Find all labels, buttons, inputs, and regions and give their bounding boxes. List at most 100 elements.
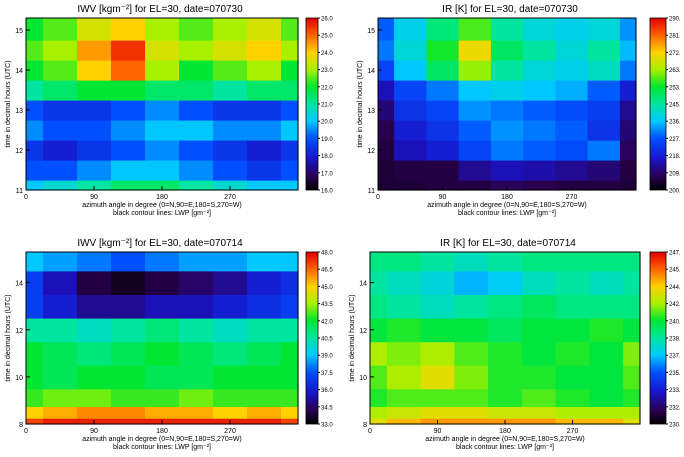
heatmap-cell xyxy=(111,40,146,61)
heatmap-cell xyxy=(145,140,180,161)
heatmap-cell xyxy=(394,100,427,121)
colorbar-tick-label: 247. xyxy=(669,251,681,257)
heatmap-cell xyxy=(145,365,180,390)
y-tick-label: 14 xyxy=(15,281,23,288)
heatmap-cell xyxy=(619,140,637,161)
heatmap-cell xyxy=(521,406,557,419)
heatmap-cell xyxy=(454,270,489,295)
heatmap-cell xyxy=(145,318,180,343)
heatmap-cells xyxy=(378,18,637,191)
heatmap-cell xyxy=(43,418,78,425)
heatmap-cell xyxy=(555,388,590,407)
heatmap-cell xyxy=(247,180,282,191)
x-tick-label: 270 xyxy=(224,194,236,201)
heatmap-cell xyxy=(523,40,556,61)
heatmap-cell xyxy=(386,252,422,272)
heatmap-cell xyxy=(281,365,299,390)
heatmap-cell xyxy=(623,388,641,407)
heatmap-cell xyxy=(589,406,624,419)
heatmap-cell xyxy=(77,18,112,41)
heatmap-cell xyxy=(247,120,282,141)
heatmap-cell xyxy=(77,180,112,191)
colorbar-tick-label: 46.5 xyxy=(321,268,333,274)
heatmap-cell xyxy=(521,341,557,366)
y-tick-label: 12 xyxy=(15,328,23,335)
heatmap-cell xyxy=(378,120,395,141)
heatmap-cell xyxy=(490,80,524,101)
heatmap-cell xyxy=(488,388,523,407)
heatmap-cells xyxy=(26,18,299,191)
y-tick-label: 13 xyxy=(15,108,23,115)
heatmap-cell xyxy=(145,341,180,366)
heatmap-cell xyxy=(213,294,248,319)
heatmap-cell xyxy=(26,120,44,141)
heatmap-cell xyxy=(623,318,641,343)
heatmap-cell xyxy=(370,388,388,407)
colorbar-tick-label: 236. xyxy=(669,120,681,126)
heatmap-cell xyxy=(426,160,460,181)
colorbar-tick-label: 272. xyxy=(669,51,681,57)
colorbar-tick-label: 253. xyxy=(669,85,681,91)
heatmap-cell xyxy=(370,341,388,366)
chart-title: IR [K] for EL=30, date=070714 xyxy=(440,238,576,249)
heatmap-cell xyxy=(43,270,78,295)
colorbar xyxy=(649,17,667,191)
colorbar-tick-label: 24.0 xyxy=(321,51,333,57)
heatmap-cell xyxy=(213,406,248,419)
heatmap-cell xyxy=(589,418,624,425)
colorbar-tick-label: 33.0 xyxy=(321,423,333,429)
heatmap-cell xyxy=(145,388,180,407)
colorbar-tick-label: 227. xyxy=(669,137,681,143)
heatmap-cell xyxy=(458,180,492,191)
heatmap-cell xyxy=(378,40,395,61)
colorbar-tick-label: 21.0 xyxy=(321,103,333,109)
heatmap-cell xyxy=(488,252,523,272)
colorbar xyxy=(305,17,319,191)
chart-title: IWV [kgm⁻²] for EL=30, date=070730 xyxy=(77,4,243,15)
heatmap-cell xyxy=(213,140,248,161)
x-tick-label: 0 xyxy=(24,428,28,435)
heatmap-cell xyxy=(386,365,422,390)
heatmap-cell xyxy=(213,180,248,191)
heatmap-cell xyxy=(386,388,422,407)
y-tick-label: 8 xyxy=(19,422,23,429)
chart-panel-4: IR [K] for EL=30, date=070714 0 90 180 270 8 1… xyxy=(349,238,681,451)
heatmap-cell xyxy=(420,406,455,419)
heatmap-cell xyxy=(179,270,214,295)
x-tick-label: 0 xyxy=(376,194,380,201)
heatmap-cell xyxy=(213,365,248,390)
heatmap-cell xyxy=(281,418,299,425)
heatmap-cell xyxy=(281,318,299,343)
heatmap-cell xyxy=(179,318,214,343)
heatmap-cell xyxy=(247,100,282,121)
heatmap-cell xyxy=(386,318,422,343)
heatmap-cell xyxy=(521,252,557,272)
heatmap-cells xyxy=(370,252,641,425)
heatmap-cell xyxy=(26,252,44,272)
heatmap-cell xyxy=(523,160,556,181)
colorbar-tick-label: 230. xyxy=(669,423,681,429)
heatmap-cell xyxy=(619,80,637,101)
heatmap-cell xyxy=(26,180,44,191)
x-axis-label: azimuth angle in degree (0=N,90=E,180=S,… xyxy=(425,436,585,443)
heatmap-cell xyxy=(26,270,44,295)
x-tick-label: 180 xyxy=(156,194,168,201)
heatmap-cell xyxy=(454,388,489,407)
heatmap-cell xyxy=(145,294,180,319)
heatmap-cell xyxy=(179,388,214,407)
heatmap-cell xyxy=(26,18,44,41)
heatmap-cell xyxy=(555,318,590,343)
y-axis-label: time in decimal hours (UTC) xyxy=(5,60,12,147)
heatmap-cell xyxy=(458,40,492,61)
heatmap-cell xyxy=(523,140,556,161)
heatmap-cell xyxy=(26,365,44,390)
colorbar-tick-label: 232. xyxy=(669,405,681,411)
heatmap-cell xyxy=(420,365,455,390)
heatmap-cell xyxy=(386,418,422,425)
heatmap-cell xyxy=(523,120,556,141)
colorbar-tick-label: 240. xyxy=(669,319,681,325)
heatmap-cell xyxy=(589,270,624,295)
heatmap-cell xyxy=(281,120,299,141)
heatmap-cell xyxy=(247,294,282,319)
